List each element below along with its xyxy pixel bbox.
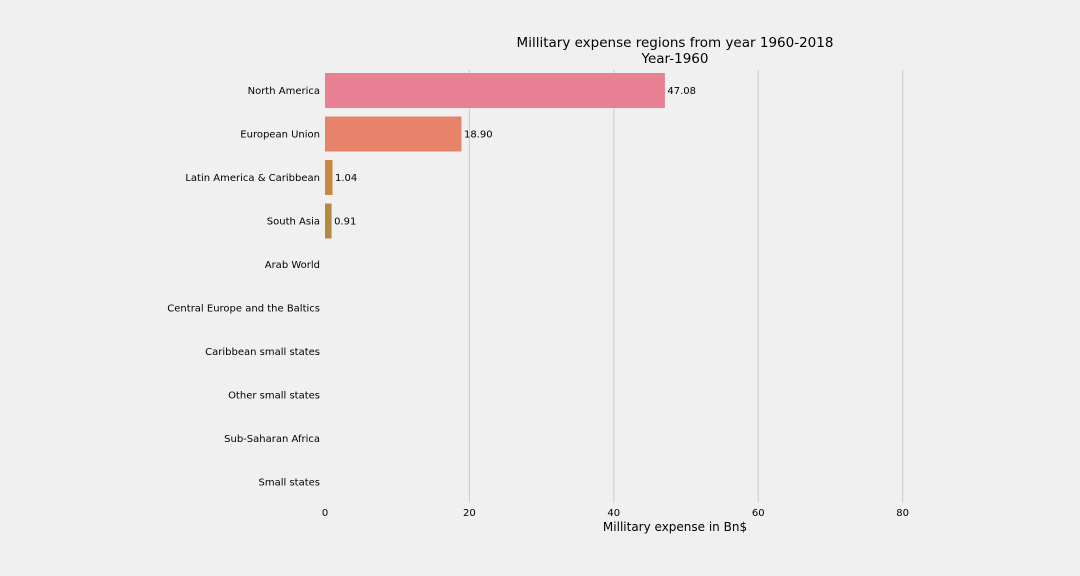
category-label: Other small states [228,391,320,402]
value-label: 18.90 [464,130,493,141]
chart-title: Millitary expense regions from year 1960… [517,35,834,51]
bars [325,73,665,239]
x-tick-label-0: 0 [322,508,328,519]
bar-european-union [325,116,462,152]
category-label: European Union [240,130,320,141]
x-tick-label-40: 40 [607,508,620,519]
category-label: South Asia [267,217,320,228]
category-label: Sub-Saharan Africa [224,434,320,445]
gridlines [468,70,904,503]
value-labels: 47.08 18.90 1.04 0.91 [334,86,696,228]
category-label: Caribbean small states [205,347,320,358]
x-tick-label-20: 20 [463,508,476,519]
x-axis-label: Millitary expense in Bn$ [603,520,747,534]
value-label: 47.08 [667,86,696,97]
category-label: North America [248,86,320,97]
chart-subtitle: Year-1960 [641,51,709,67]
value-label: 1.04 [335,173,357,184]
category-label: Small states [259,478,321,489]
category-label: Central Europe and the Baltics [167,304,320,315]
x-tick-label-60: 60 [752,508,765,519]
x-tick-labels: 0 20 40 60 80 [322,508,909,519]
category-label: Arab World [265,260,320,271]
bar-latin-america-caribbean [325,160,333,195]
category-label: Latin America & Caribbean [185,173,320,184]
value-label: 0.91 [334,217,356,228]
x-tick-label-80: 80 [896,508,909,519]
bar-north-america [325,73,665,108]
bar-south-asia [325,203,332,239]
category-labels: North America European Union Latin America… [167,86,320,489]
